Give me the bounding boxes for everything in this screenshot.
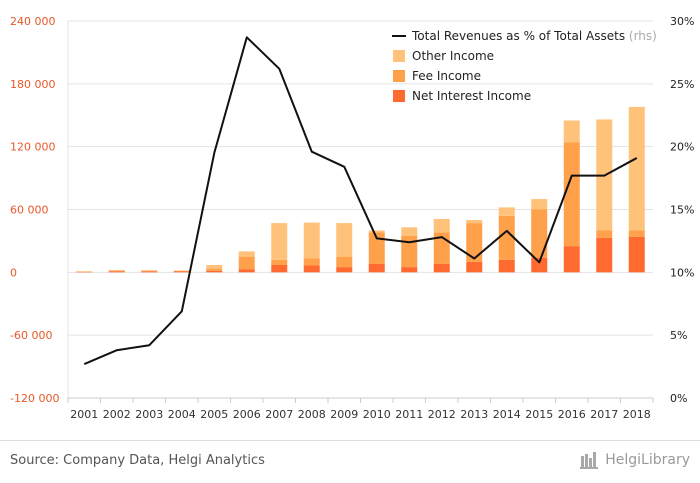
bar-net-interest-income xyxy=(531,257,548,273)
bar-other-income xyxy=(76,271,93,272)
brand-name: HelgiLibrary xyxy=(605,452,690,468)
bar-other-income xyxy=(563,120,580,143)
x-tick-label: 2009 xyxy=(330,408,358,421)
bar-other-income xyxy=(531,199,548,210)
bar-net-interest-income xyxy=(401,267,418,273)
bar-fee-income xyxy=(271,259,288,266)
bar-net-interest-income xyxy=(271,265,288,273)
x-tick-label: 2002 xyxy=(103,408,131,421)
bar-net-interest-income xyxy=(563,246,580,273)
bar-net-interest-income xyxy=(108,271,125,273)
bar-other-income xyxy=(173,270,190,271)
x-tick-label: 2007 xyxy=(265,408,293,421)
x-tick-label: 2003 xyxy=(135,408,163,421)
bar-fee-income xyxy=(401,235,418,268)
bar-other-income xyxy=(433,218,450,233)
bar-other-income xyxy=(336,223,353,257)
y2-tick-label: 10% xyxy=(670,266,694,279)
y2-tick-label: 5% xyxy=(670,329,687,342)
bar-other-income xyxy=(238,251,255,257)
bar-other-income xyxy=(141,270,158,271)
brand[interactable]: HelgiLibrary xyxy=(580,451,690,469)
x-tick-label: 2012 xyxy=(428,408,456,421)
legend-swatch-fee-income xyxy=(393,70,405,82)
bar-other-income xyxy=(303,222,320,259)
bar-fee-income xyxy=(336,256,353,268)
y2-tick-label: 30% xyxy=(670,15,694,28)
bar-fee-income xyxy=(466,223,483,262)
bar-other-income xyxy=(498,207,515,216)
x-tick-label: 2001 xyxy=(70,408,98,421)
bar-net-interest-income xyxy=(498,259,515,273)
bar-net-interest-income xyxy=(628,236,645,273)
chart: -120 000 -60 000 0 60 000 120 000 180 000 240 … xyxy=(10,15,694,421)
bar-fee-income xyxy=(108,270,125,272)
footer: Source: Company Data, Helgi Analytics He… xyxy=(0,440,700,483)
helgi-library-logo-icon xyxy=(580,452,599,469)
x-tick-label: 2005 xyxy=(200,408,228,421)
bar-other-income xyxy=(466,219,483,224)
bar-net-interest-income xyxy=(141,271,158,273)
x-tick-label: 2016 xyxy=(558,408,586,421)
bar-net-interest-income xyxy=(466,261,483,273)
bar-fee-income xyxy=(206,268,223,271)
bar-net-interest-income xyxy=(336,267,353,273)
legend-label-other-income: Other Income xyxy=(412,49,494,63)
y-tick-label: -120 000 xyxy=(10,392,59,405)
legend-swatch-net-interest-income xyxy=(393,90,405,102)
bar-fee-income xyxy=(498,215,515,260)
bar-fee-income xyxy=(628,230,645,237)
y-tick-label: 180 000 xyxy=(10,78,56,91)
x-tick-label: 2018 xyxy=(623,408,651,421)
bar-other-income xyxy=(401,227,418,236)
y-tick-label: 240 000 xyxy=(10,15,56,28)
legend-swatch-other-income xyxy=(393,50,405,62)
bar-net-interest-income xyxy=(596,237,613,273)
bar-fee-income xyxy=(368,232,385,264)
bar-net-interest-income xyxy=(238,269,255,273)
bar-fee-income xyxy=(596,230,613,238)
x-tick-label: 2006 xyxy=(233,408,261,421)
bar-other-income xyxy=(368,230,385,233)
bar-net-interest-income xyxy=(368,263,385,273)
y2-tick-label: 15% xyxy=(670,204,694,217)
bar-other-income xyxy=(271,223,288,260)
source-note: Source: Company Data, Helgi Analytics xyxy=(10,453,265,468)
bar-other-income xyxy=(628,106,645,231)
x-tick-label: 2010 xyxy=(363,408,391,421)
y-tick-label: 0 xyxy=(10,266,17,279)
bar-other-income xyxy=(108,270,125,271)
bar-other-income xyxy=(206,265,223,269)
bar-net-interest-income xyxy=(433,263,450,273)
x-tick-label: 2013 xyxy=(460,408,488,421)
x-tick-label: 2015 xyxy=(525,408,553,421)
x-tick-label: 2017 xyxy=(590,408,618,421)
line-total-revenues-pct-assets xyxy=(83,36,638,366)
bar-fee-income xyxy=(141,270,158,272)
chart-svg: -120 000 -60 000 0 60 000 120 000 180 000 240 … xyxy=(10,15,694,421)
x-tick-label: 2004 xyxy=(168,408,196,421)
bar-fee-income xyxy=(173,270,190,272)
bar-net-interest-income xyxy=(206,270,223,273)
legend-label-total-revenues: Total Revenues as % of Total Assets (rhs… xyxy=(411,29,657,43)
bar-fee-income xyxy=(531,209,548,258)
bar-fee-income xyxy=(563,142,580,247)
bar-net-interest-income xyxy=(303,265,320,273)
bar-net-interest-income xyxy=(173,271,190,273)
x-tick-label: 2014 xyxy=(493,408,521,421)
bar-net-interest-income xyxy=(76,271,93,273)
legend-label-net-interest-income: Net Interest Income xyxy=(412,89,531,103)
y2-tick-label: 20% xyxy=(670,141,694,154)
y-tick-label: 60 000 xyxy=(10,204,49,217)
y2-tick-label: 25% xyxy=(670,78,694,91)
bar-fee-income xyxy=(303,258,320,266)
y-tick-label: -60 000 xyxy=(10,329,52,342)
y2-tick-label: 0% xyxy=(670,392,687,405)
y-tick-label: 120 000 xyxy=(10,141,56,154)
x-tick-label: 2011 xyxy=(395,408,423,421)
x-tick-label: 2008 xyxy=(298,408,326,421)
bar-fee-income xyxy=(238,256,255,270)
legend-label-fee-income: Fee Income xyxy=(412,69,481,83)
